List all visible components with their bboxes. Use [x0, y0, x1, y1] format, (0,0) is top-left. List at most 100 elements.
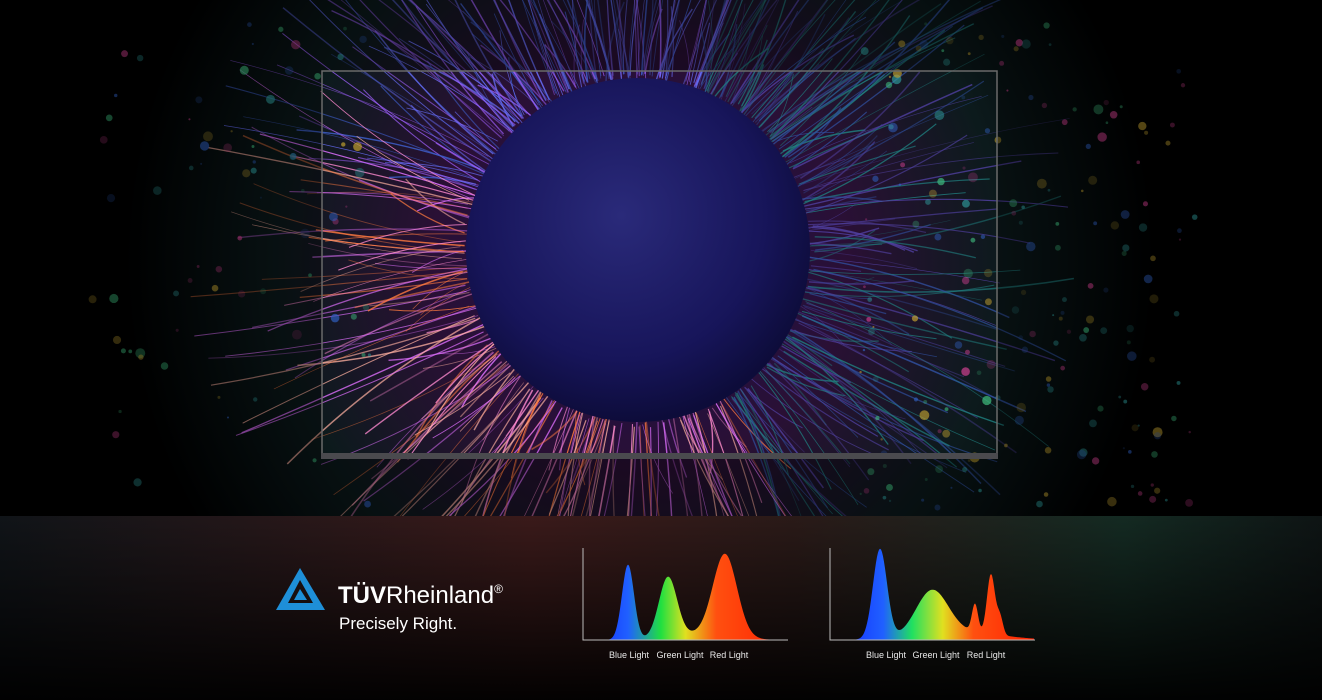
particle	[1144, 130, 1149, 135]
ray	[808, 218, 896, 231]
particle	[1043, 22, 1050, 29]
ray	[641, 0, 657, 75]
ray	[777, 131, 835, 142]
particle	[1152, 427, 1163, 438]
spectrum-label: Red Light	[967, 650, 1006, 660]
ray	[791, 318, 938, 358]
ray	[528, 0, 561, 99]
ray	[261, 266, 467, 280]
particle	[1138, 121, 1147, 131]
ray	[521, 0, 557, 94]
ray	[426, 0, 516, 123]
particle	[1151, 451, 1158, 458]
spectrum-chart: Blue Light Green Light Red Light	[582, 548, 788, 660]
ray	[741, 34, 855, 114]
ray	[780, 15, 911, 159]
ray	[809, 292, 887, 315]
particle	[120, 348, 126, 354]
particle	[999, 60, 1005, 66]
particle	[934, 233, 942, 241]
particle	[928, 189, 937, 198]
ray	[576, 0, 605, 77]
particle	[329, 212, 338, 222]
ray	[772, 106, 813, 139]
ray	[640, 0, 648, 76]
ray	[694, 0, 728, 89]
particle	[359, 35, 367, 44]
ray	[787, 336, 925, 458]
particle	[1097, 132, 1107, 142]
ray	[677, 413, 724, 480]
ray	[273, 305, 470, 390]
particle	[1079, 448, 1088, 457]
ray	[644, 8, 663, 75]
ray	[546, 0, 588, 83]
particle	[963, 268, 973, 279]
spectrum-curve	[831, 548, 1034, 640]
particle	[112, 335, 122, 345]
ray	[790, 158, 846, 180]
ray	[531, 410, 578, 451]
ray	[799, 141, 876, 203]
ray	[766, 366, 846, 397]
ray	[787, 124, 890, 170]
particle	[872, 376, 879, 382]
particle	[880, 438, 883, 441]
ray	[665, 0, 692, 83]
particle	[923, 399, 928, 404]
ray	[499, 0, 565, 92]
particle	[237, 235, 243, 241]
particle	[898, 40, 906, 48]
ray	[715, 402, 797, 523]
particle	[88, 295, 97, 304]
ray	[693, 0, 730, 87]
ray	[300, 179, 468, 209]
ray	[225, 85, 487, 176]
ray	[338, 240, 466, 271]
ray	[739, 0, 828, 115]
ray	[282, 33, 489, 175]
spectrum-curve	[584, 553, 787, 640]
pupil	[466, 78, 810, 422]
particle	[308, 273, 312, 278]
ray	[687, 410, 714, 493]
particle	[924, 22, 928, 26]
ray	[768, 0, 890, 141]
ray	[699, 46, 736, 90]
ray	[810, 269, 1021, 275]
particle	[1029, 330, 1036, 338]
particle	[361, 353, 366, 358]
ray	[548, 405, 569, 471]
ray	[388, 336, 494, 362]
spectrum-label: Red Light	[710, 650, 749, 660]
ray	[664, 0, 701, 79]
tv-bezel	[321, 453, 998, 459]
particle	[1122, 244, 1130, 252]
ray	[405, 285, 474, 332]
ray	[368, 45, 517, 134]
ray	[792, 316, 1017, 454]
ray	[553, 0, 596, 80]
ray	[787, 337, 912, 465]
ray	[686, 0, 707, 87]
particle	[195, 96, 203, 104]
ray	[700, 0, 738, 85]
ray	[786, 107, 842, 166]
ray	[376, 352, 495, 468]
particle	[885, 81, 893, 89]
ray	[706, 0, 754, 92]
ray	[493, 13, 543, 110]
ray	[807, 229, 876, 262]
particle	[865, 218, 868, 221]
ray	[588, 0, 598, 82]
ray	[238, 228, 469, 239]
particle	[1191, 214, 1198, 220]
particle	[1153, 432, 1162, 440]
outside-dim	[0, 0, 1322, 520]
ray	[806, 242, 892, 255]
particle	[1105, 121, 1109, 125]
particle	[1177, 228, 1182, 234]
particle	[1097, 405, 1104, 412]
particle	[937, 429, 942, 434]
ray	[811, 241, 891, 247]
